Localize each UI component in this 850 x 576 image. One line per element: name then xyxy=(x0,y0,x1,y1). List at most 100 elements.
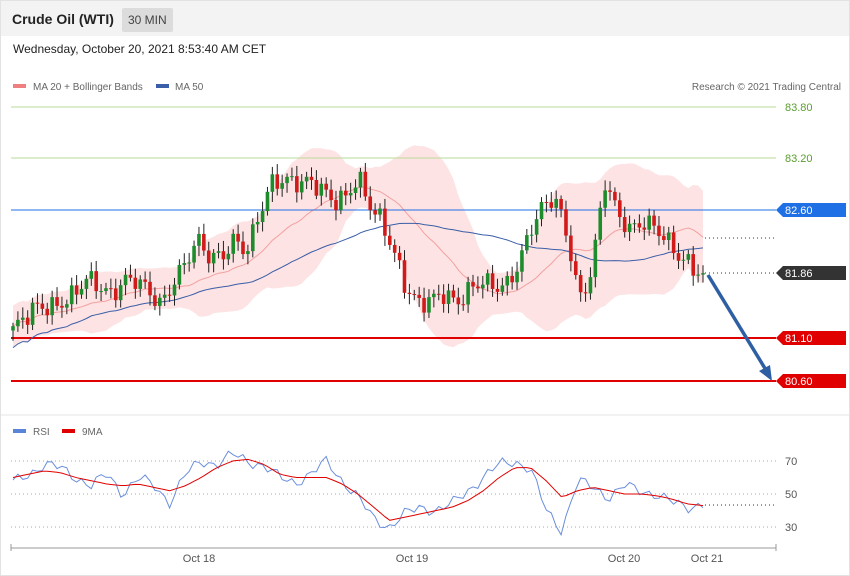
level-label-80-60: 80.60 xyxy=(785,376,813,388)
candle-up xyxy=(427,297,431,313)
candle-up xyxy=(554,198,558,208)
candle-down xyxy=(412,294,417,296)
rsi-9ma-line xyxy=(12,458,704,521)
candle-up xyxy=(182,263,187,265)
candle-down xyxy=(153,295,157,306)
candle-down xyxy=(402,260,407,293)
level-label-83-80: 83.80 xyxy=(785,102,813,114)
candle-up xyxy=(118,285,123,301)
candle-up xyxy=(138,279,143,289)
candle-up xyxy=(30,302,35,325)
candle-down xyxy=(456,297,461,305)
candle-down xyxy=(671,232,676,254)
candle-down xyxy=(60,305,64,308)
bollinger-band-area xyxy=(13,145,703,348)
candle-down xyxy=(637,223,642,228)
candle-up xyxy=(647,215,651,230)
candle-down xyxy=(275,174,280,189)
candle-down xyxy=(559,198,563,210)
candle-up xyxy=(529,234,534,236)
level-label-82-60: 82.60 xyxy=(785,205,813,217)
candle-down xyxy=(309,176,314,181)
legend-ma50-swatch xyxy=(156,84,169,88)
candle-down xyxy=(133,277,138,289)
candle-down xyxy=(407,292,412,295)
candle-up xyxy=(260,211,265,223)
candle-up xyxy=(162,294,167,298)
candle-up xyxy=(603,190,607,208)
candle-down xyxy=(422,297,426,313)
candle-up xyxy=(627,223,632,233)
candle-up xyxy=(231,233,236,254)
candle-down xyxy=(392,244,397,253)
candle-up xyxy=(65,304,69,308)
candle-down xyxy=(676,253,681,261)
support-tag-2 xyxy=(776,374,846,388)
legend-rsi-label: RSI xyxy=(33,427,50,438)
candle-down xyxy=(128,274,133,278)
level-label-81-10: 81.10 xyxy=(785,333,813,345)
candle-up xyxy=(500,285,505,292)
candle-down xyxy=(368,196,373,211)
candle-up xyxy=(632,223,637,225)
candle-down xyxy=(334,200,338,211)
level-label-83-20: 83.20 xyxy=(785,153,813,165)
candle-down xyxy=(461,304,466,306)
candle-down xyxy=(569,235,573,262)
candle-up xyxy=(593,239,598,278)
candle-down xyxy=(613,191,617,201)
legend-ma50-label: MA 50 xyxy=(175,82,204,93)
legend-9ma-swatch xyxy=(62,429,75,433)
candle-down xyxy=(143,279,147,282)
support-tag-1 xyxy=(776,331,846,345)
candle-up xyxy=(16,319,20,327)
candle-up xyxy=(270,174,275,192)
candle-down xyxy=(388,235,392,245)
candle-up xyxy=(539,202,544,220)
candle-up xyxy=(353,187,358,193)
candle-up xyxy=(304,176,309,182)
candle-up xyxy=(246,251,250,255)
candle-up xyxy=(701,273,705,275)
candle-up xyxy=(177,264,182,285)
candle-down xyxy=(578,275,583,293)
legend-ma20-label: MA 20 + Bollinger Bands xyxy=(33,82,143,93)
candle-down xyxy=(657,225,661,237)
candle-down xyxy=(314,180,319,196)
candle-down xyxy=(373,210,377,215)
candle-down xyxy=(622,217,627,233)
legend-rsi-swatch xyxy=(13,429,26,433)
candle-up xyxy=(515,271,519,283)
candle-down xyxy=(608,190,612,192)
candle-down xyxy=(490,273,495,289)
rsi-tick-50: 50 xyxy=(785,489,797,501)
timeframe-badge[interactable]: 30 MIN xyxy=(122,8,173,32)
candle-down xyxy=(221,251,226,260)
candle-up xyxy=(525,235,529,251)
candle-down xyxy=(55,297,59,306)
chart-header: Crude Oil (WTI) 30 MIN xyxy=(1,1,849,36)
candle-down xyxy=(45,308,50,316)
candle-down xyxy=(113,288,118,301)
candle-up xyxy=(339,190,343,211)
candle-down xyxy=(544,202,549,204)
candle-up xyxy=(299,181,304,193)
candle-up xyxy=(104,288,108,292)
candles xyxy=(11,162,705,341)
candle-down xyxy=(74,285,79,295)
candle-up xyxy=(534,219,539,235)
candle-up xyxy=(211,252,216,264)
forecast-arrow-shaft xyxy=(706,274,768,371)
candle-up xyxy=(192,245,196,263)
candle-down xyxy=(343,190,348,196)
candle-down xyxy=(324,183,328,190)
x-label-oct18: Oct 18 xyxy=(183,553,215,565)
candle-up xyxy=(250,224,255,252)
candle-up xyxy=(290,176,294,178)
candle-up xyxy=(123,274,128,286)
candle-down xyxy=(476,286,480,289)
candle-up xyxy=(280,183,284,189)
candle-down xyxy=(329,189,333,201)
candle-down xyxy=(417,294,421,298)
